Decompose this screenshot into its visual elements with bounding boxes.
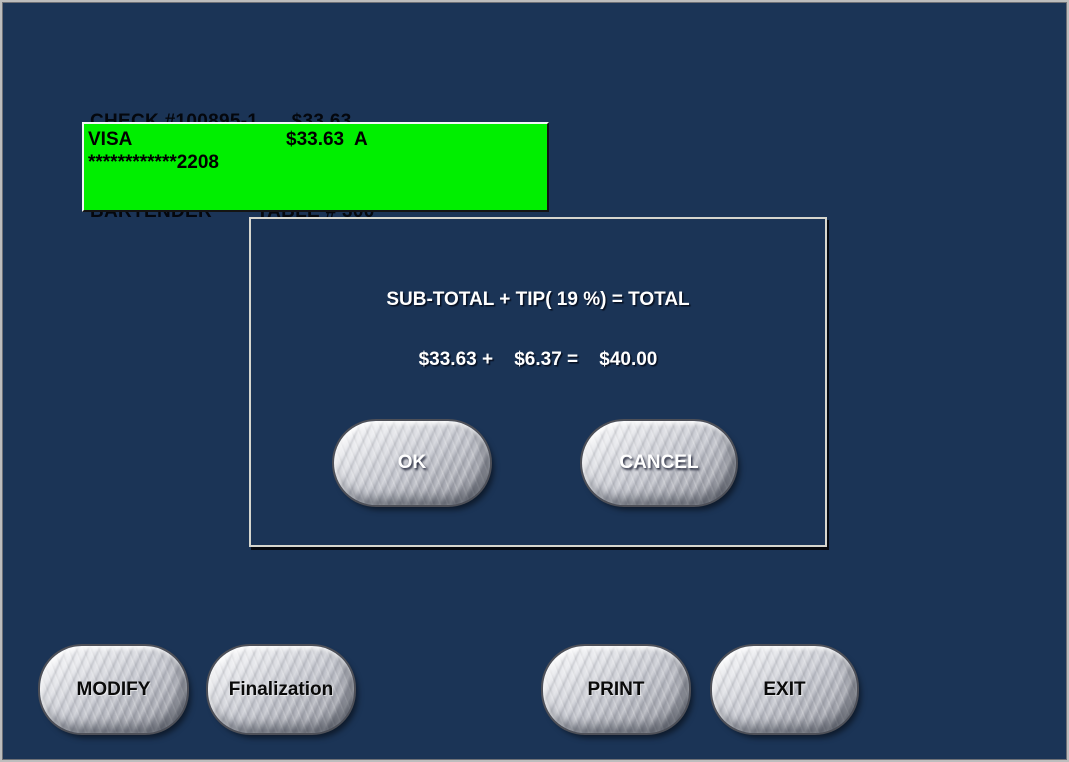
- modify-button[interactable]: MODIFY: [40, 646, 187, 733]
- print-button[interactable]: PRINT: [543, 646, 689, 733]
- tip-amounts-text: $33.63 + $6.37 = $40.00: [418, 349, 658, 370]
- tip-confirmation-dialog: SUB-TOTAL + TIP( 19 %) = TOTAL $33.63 + …: [249, 217, 827, 547]
- payment-entry-row[interactable]: VISA $33.63 A ************2208: [82, 122, 549, 212]
- finalization-button[interactable]: Finalization: [208, 646, 354, 733]
- card-type-label: VISA: [88, 129, 133, 150]
- exit-button[interactable]: EXIT: [712, 646, 857, 733]
- ok-button[interactable]: OK: [334, 421, 490, 505]
- payment-amount-status: $33.63 A: [286, 129, 368, 150]
- payment-line: VISA $33.63 A: [88, 128, 547, 151]
- cancel-button[interactable]: CANCEL: [582, 421, 736, 505]
- card-number-masked: ************2208: [88, 152, 219, 173]
- tip-formula-text: SUB-TOTAL + TIP( 19 %) = TOTAL: [386, 289, 690, 310]
